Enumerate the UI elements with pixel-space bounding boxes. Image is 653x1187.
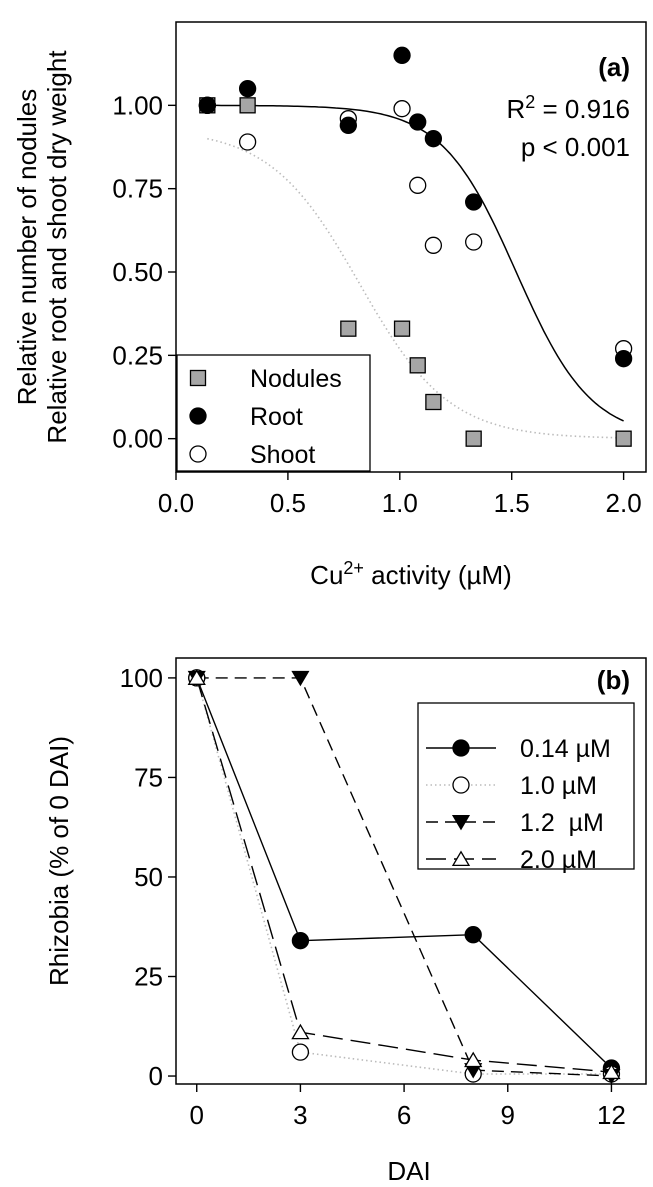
panel-b-legend-label: 1.0 µM <box>520 772 597 800</box>
panel-b-legend-marker-1 <box>452 776 470 794</box>
panel-b-legend: 0.14 µM 1.0 µM 1.2 µM 2.0 µM <box>417 702 635 874</box>
panel-a-root-point <box>393 46 411 64</box>
panel-a-shoot-point <box>393 100 411 118</box>
panel-a-nodules-point <box>239 97 256 114</box>
panel-b-series-1-point <box>291 1043 310 1061</box>
panel-b-x-tick-label: 0 <box>190 1100 204 1130</box>
panel-b-series-0-point <box>464 926 482 944</box>
panel-b-x-tick-label: 6 <box>397 1100 411 1130</box>
panel-b-series-line-0 <box>196 677 612 1069</box>
panel-b-series-3-point <box>602 1063 621 1080</box>
panel-b-series-line-1 <box>195 677 612 1075</box>
panel-a-root-point <box>614 350 633 368</box>
panel-a-y-axis-title-line1: Relative number of nodules <box>12 89 42 406</box>
panel-a-nodules-point <box>465 430 482 447</box>
panel-b-legend-label: 1.2 µM <box>520 809 604 837</box>
panel-a-legend-marker-nodules <box>189 369 207 387</box>
panel-b-y-tick-label: 100 <box>120 663 163 693</box>
panel-a-x-axis-title: Cu2+ activity (µM) <box>310 558 512 590</box>
panel-a-legend-label: Nodules <box>250 365 342 393</box>
panel-a-root-point <box>409 113 427 131</box>
panel-a-plot-frame <box>175 21 647 473</box>
panel-b-series-3-point <box>464 1051 483 1068</box>
panel-a-y-tick-label: 0.00 <box>112 424 163 454</box>
panel-a-x-tick-label: 0.5 <box>270 488 306 518</box>
panel-b-legend-label: 2.0 µM <box>520 846 597 874</box>
panel-b-series-0-point <box>291 932 310 950</box>
panel-b-legend-label: 0.14 µM <box>520 735 611 763</box>
panel-a-x-tick-label: 0.0 <box>158 488 194 518</box>
panel-a-root-point <box>339 116 357 134</box>
panel-a-shoot-point <box>465 233 483 251</box>
panel-b-series-2-point <box>291 670 310 687</box>
panel-b-x-tick-label: 12 <box>597 1100 626 1130</box>
panel-a-nodules-point <box>615 430 632 447</box>
panel-a-y-tick-label: 0.50 <box>112 257 163 287</box>
panel-b-y-tick-label: 75 <box>134 762 163 792</box>
panel-b-legend-marker-3 <box>451 850 471 867</box>
panel-b-y-tick-label: 50 <box>134 862 163 892</box>
panel-a-root-point <box>424 130 443 148</box>
panel-a-y-tick-label: 0.75 <box>112 174 163 204</box>
panel-b-series-line-3 <box>196 677 612 1073</box>
panel-b-plot-frame <box>175 657 647 1085</box>
panel-a-legend-box <box>176 354 371 472</box>
panel-b-x-tick-label: 3 <box>293 1100 307 1130</box>
panel-a-x-tick-label: 1.0 <box>382 488 418 518</box>
panel-b-x-tick-label: 9 <box>501 1100 515 1130</box>
panel-a-nodules-point <box>409 357 426 374</box>
panel-b-label: (b) <box>597 665 630 695</box>
panel-b-y-tick-label: 25 <box>134 962 163 992</box>
panel-a-y-tick-label: 0.25 <box>112 340 163 370</box>
panel-a-root-point <box>238 80 257 98</box>
panel-a-root-point <box>198 96 216 114</box>
panel-b-x-axis-title: DAI <box>387 1156 430 1186</box>
panel-a-legend-label: Root <box>250 403 303 431</box>
panel-a-y-tick-label: 1.00 <box>112 90 163 120</box>
panel-a-chart: 0.0 0.5 1.0 1.5 2.0 0.00 0.25 0.50 0.75 1.00 Nodu… <box>12 21 647 590</box>
panel-a-x-tick-label: 2.0 <box>606 488 642 518</box>
panel-a-label: (a) <box>598 52 630 82</box>
panel-a-shoot-point <box>238 133 257 151</box>
panel-a-nodules-point <box>425 393 442 411</box>
panel-a-nodules-point <box>340 320 357 337</box>
panel-a-shoot-point <box>424 236 443 254</box>
panel-a-x-tick-label: 1.5 <box>494 488 530 518</box>
panel-a-nodules-point <box>393 320 411 337</box>
panel-a-p-annotation: p < 0.001 <box>521 132 630 162</box>
panel-a-root-point <box>465 193 483 211</box>
panel-a-shoot-point <box>409 176 427 194</box>
panel-b-series-3-point <box>291 1023 310 1040</box>
panel-b-legend-marker-2 <box>451 814 471 831</box>
panel-b-y-axis-title: Rhizobia (% of 0 DAI) <box>44 736 74 986</box>
panel-a-legend-marker-shoot <box>189 445 207 463</box>
panel-b-series-3-point <box>187 669 206 685</box>
panel-a-y-axis-title-line2: Relative root and shoot dry weight <box>42 50 72 444</box>
panel-a-legend-label: Shoot <box>250 441 315 469</box>
panel-a-r2-annotation: R2 = 0.916 <box>507 92 631 124</box>
panel-b-legend-marker-0 <box>452 739 470 757</box>
panel-a-legend: Nodules Root Shoot <box>176 354 371 472</box>
panel-b-chart: 0 3 6 9 12 0 25 50 75 100 0.14 µM 1.0 µM 1.2 µM 2.0 … <box>44 657 647 1186</box>
panel-a-legend-marker-root <box>189 407 207 425</box>
panel-b-y-tick-label: 0 <box>149 1061 163 1091</box>
